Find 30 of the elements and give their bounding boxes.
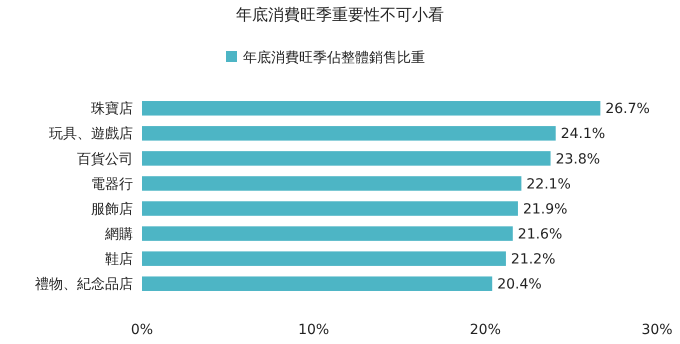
y-tick-label: 服飾店 [91,201,133,218]
x-tick-label: 20% [470,322,501,338]
x-tick-label: 10% [298,322,330,338]
bar [142,201,518,216]
text: 22.1% [526,176,571,192]
chart-title: 年底消費旺季重要性不可小看 [236,5,444,24]
text: 21.9% [522,201,568,218]
bar [142,276,492,291]
bar [142,151,551,166]
y-tick-label: 百貨公司 [77,151,133,168]
text: 23.8% [556,151,600,168]
text: 24.1% [560,126,606,142]
text: 21.6% [518,226,562,242]
y-tick-label: 電器行 [91,176,133,192]
y-tick-label: 玩具、遊戲店 [49,126,133,142]
text: 20.4% [497,276,542,293]
y-tick-label: 珠寶店 [91,101,133,118]
text: 26.7% [605,101,650,118]
x-tick-label: 0% [130,322,154,338]
bar [142,176,522,191]
bar [142,126,556,141]
y-tick-label: 鞋店 [105,252,133,268]
bar [142,251,506,266]
y-tick-label: 網購 [104,226,133,242]
y-tick-label: 禮物、紀念品店 [35,276,133,293]
legend-label: 年底消費旺季佔整體銷售比重 [243,50,425,66]
x-tick-label: 30% [641,322,673,338]
bar [142,226,513,241]
bar [142,101,600,116]
text: 21.2% [510,252,556,268]
